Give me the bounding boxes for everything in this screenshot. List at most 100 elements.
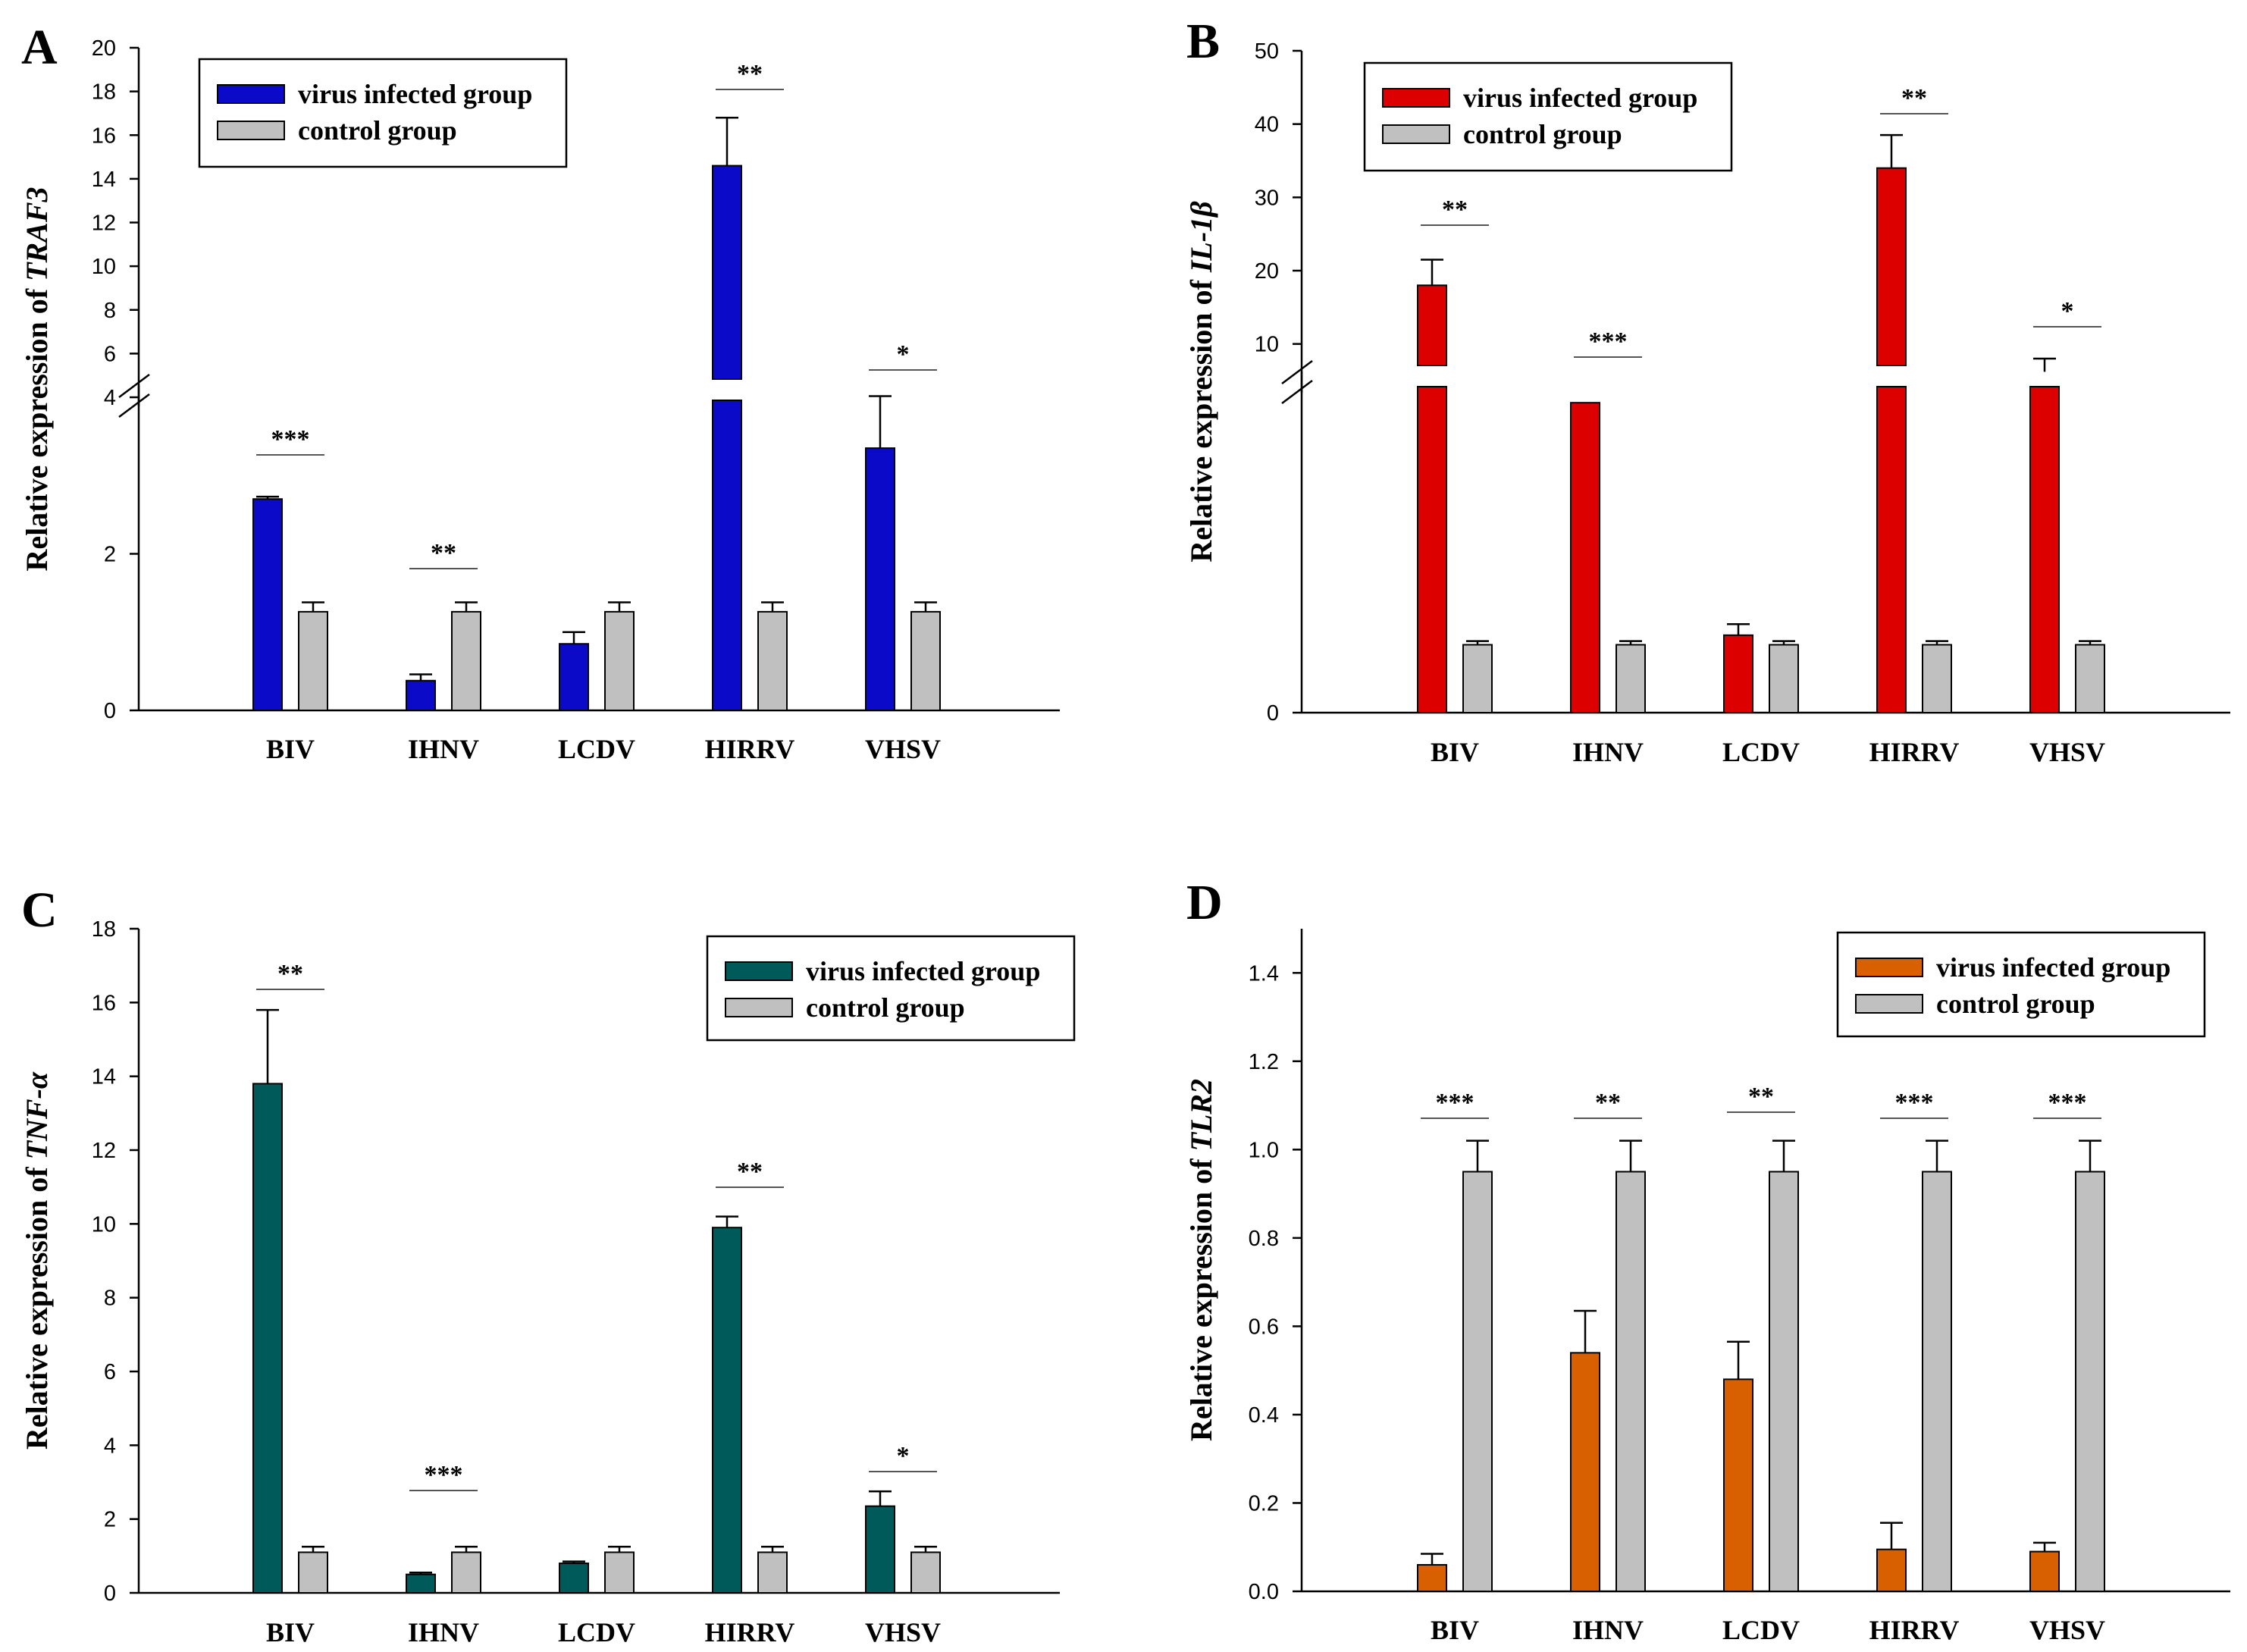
significance-marker: ** — [1748, 1083, 1774, 1111]
significance-marker: *** — [1895, 1089, 1934, 1117]
category-label: BIV — [1431, 1615, 1479, 1645]
infected-bar — [406, 679, 436, 712]
y-axis-label: Relative expression of TNF-α — [20, 1071, 54, 1450]
axis-break-mark — [118, 393, 150, 418]
y-tick-label: 18 — [92, 80, 116, 105]
legend-swatch-control — [217, 121, 285, 140]
control-bar — [451, 610, 481, 712]
y-tick-label: 1.0 — [1249, 1138, 1279, 1162]
control-bar — [2075, 1171, 2105, 1592]
y-axis-label-prefix: Relative expression of — [1184, 272, 1218, 563]
category-label: IHNV — [408, 1617, 479, 1647]
category-label: LCDV — [558, 1617, 635, 1647]
legend-label-control: control group — [806, 992, 965, 1023]
category-label: LCDV — [1722, 1615, 1800, 1645]
significance-marker: ** — [277, 960, 303, 988]
control-bar — [1462, 1171, 1493, 1592]
legend-swatch-infected — [217, 84, 285, 104]
infected-bar — [252, 498, 283, 711]
y-tick-label: 6 — [104, 1360, 116, 1384]
control-bar — [1769, 1171, 1799, 1592]
y-tick-label: 16 — [92, 124, 116, 148]
significance-marker: * — [2061, 297, 2074, 325]
infected-bar — [1876, 1548, 1907, 1592]
y-tick-label: 10 — [1255, 333, 1279, 357]
y-tick-label: 50 — [1255, 39, 1279, 64]
control-bar — [604, 1551, 635, 1594]
legend-swatch-control — [725, 998, 793, 1017]
category-label: VHSV — [865, 1617, 941, 1647]
legend-swatch-control — [1855, 994, 1923, 1014]
control-bar — [1922, 1171, 1952, 1592]
category-label: HIRRV — [705, 1617, 795, 1647]
y-axis-label-prefix: Relative expression of — [1184, 1152, 1218, 1442]
legend-swatch-infected — [725, 961, 793, 981]
legend-label-infected: virus infected group — [806, 956, 1040, 986]
panel-title: D — [1186, 875, 1223, 930]
infected-bar — [1570, 402, 1600, 713]
category-label: VHSV — [2029, 737, 2105, 767]
category-label: IHNV — [1572, 737, 1644, 767]
infected-bar — [1570, 1352, 1600, 1592]
significance-marker: * — [897, 1442, 910, 1470]
infected-bar-upper — [1876, 167, 1907, 367]
y-tick-label: 0 — [1267, 701, 1279, 726]
legend-label-control: control group — [1463, 119, 1622, 149]
category-label: HIRRV — [1869, 1615, 1960, 1645]
y-tick-label: 2 — [104, 1508, 116, 1532]
y-axis-label: Relative expression of TLR2 — [1184, 1079, 1218, 1441]
control-bar — [910, 1551, 941, 1594]
infected-bar — [1723, 1378, 1753, 1592]
legend: virus infected group control group — [1363, 61, 1733, 172]
y-tick-label: 8 — [104, 299, 116, 323]
infected-bar-upper — [1417, 284, 1447, 367]
control-bar — [1922, 644, 1952, 713]
category-label: VHSV — [865, 734, 941, 764]
control-bar — [1616, 1171, 1646, 1592]
infected-bar-lower — [2029, 386, 2060, 713]
y-axis-label-gene: TLR2 — [1184, 1079, 1218, 1152]
category-label: LCDV — [1722, 737, 1800, 767]
panel-title: A — [21, 20, 58, 75]
significance-marker: *** — [425, 1461, 463, 1489]
y-tick-label: 20 — [1255, 259, 1279, 284]
control-bar — [1616, 644, 1646, 713]
infected-bar — [865, 1505, 895, 1594]
y-tick-label: 12 — [92, 1139, 116, 1163]
y-tick-label: 0.8 — [1249, 1227, 1279, 1251]
legend-label-infected: virus infected group — [1936, 952, 2170, 983]
y-tick-label: 0.2 — [1249, 1491, 1279, 1516]
significance-marker: *** — [2048, 1089, 2087, 1117]
y-tick-label: 0.6 — [1249, 1315, 1279, 1339]
y-tick-label: 8 — [104, 1287, 116, 1311]
y-tick-label: 1.4 — [1249, 961, 1279, 986]
infected-bar — [865, 447, 895, 711]
significance-marker: ** — [1595, 1089, 1621, 1117]
y-tick-label: 0 — [104, 1581, 116, 1606]
legend-swatch-control — [1382, 124, 1450, 144]
y-tick-label: 6 — [104, 342, 116, 366]
panel-title: C — [21, 882, 58, 938]
significance-marker: ** — [431, 539, 456, 567]
y-tick-label: 14 — [92, 1065, 116, 1089]
legend: virus infected group control group — [1836, 931, 2206, 1038]
y-axis-label-gene: TRAF3 — [20, 187, 54, 281]
panel-a: A Relative expression of TRAF3 0 2 4 6 8 10 12 14… — [20, 20, 1060, 764]
panel-title: B — [1186, 14, 1220, 69]
legend: virus infected group control group — [198, 58, 568, 168]
legend-box — [706, 935, 1076, 1042]
y-tick-label: 1.2 — [1249, 1050, 1279, 1074]
y-tick-label: 0 — [104, 699, 116, 723]
y-axis-label-prefix: Relative expression of — [20, 1159, 54, 1450]
legend-label-control: control group — [1936, 989, 2095, 1019]
control-bar — [2075, 644, 2105, 713]
category-label: BIV — [266, 1617, 315, 1647]
legend-swatch-infected — [1382, 88, 1450, 108]
control-bar — [451, 1551, 481, 1594]
control-bar — [910, 610, 941, 712]
y-tick-label: 2 — [104, 543, 116, 567]
infected-bar — [559, 1563, 589, 1594]
infected-bar-lower — [712, 400, 742, 711]
significance-marker: ** — [737, 60, 763, 88]
y-tick-label: 40 — [1255, 113, 1279, 137]
